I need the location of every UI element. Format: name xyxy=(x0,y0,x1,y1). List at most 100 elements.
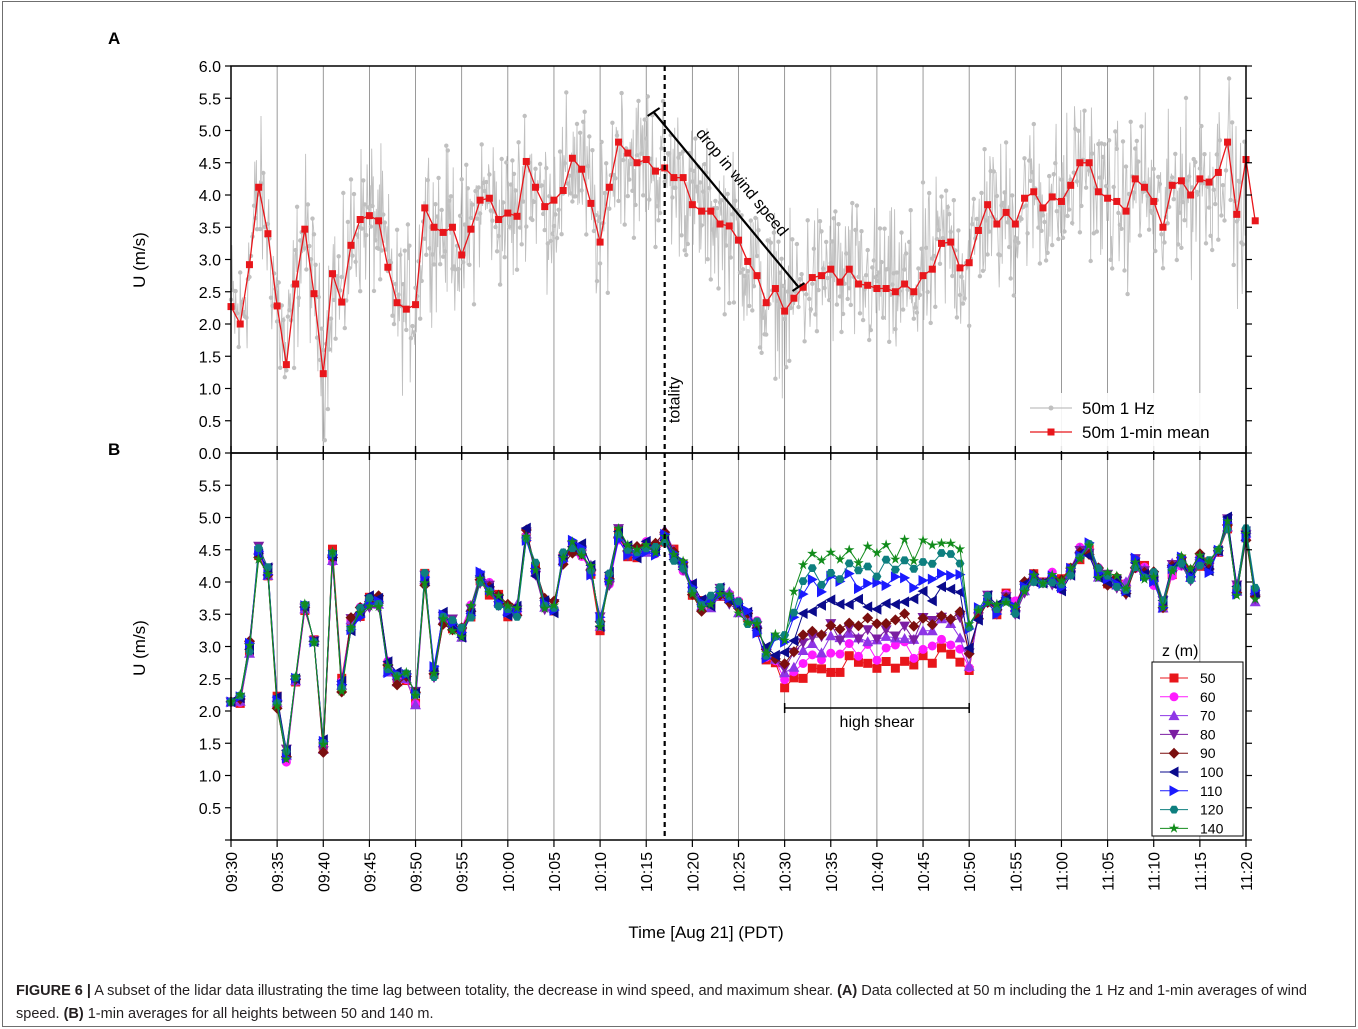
raw-1hz-point xyxy=(644,136,649,141)
raw-1hz-point xyxy=(551,223,557,229)
raw-1hz-point xyxy=(893,326,898,332)
mean-point xyxy=(919,272,927,280)
raw-1hz-point xyxy=(507,224,512,229)
mean-point xyxy=(864,281,872,289)
marker-circle xyxy=(844,639,854,649)
marker-star xyxy=(567,536,578,547)
marker-star xyxy=(687,588,698,599)
raw-1hz-point xyxy=(1228,197,1233,203)
marker-hexagon xyxy=(494,602,504,611)
marker-star xyxy=(1074,553,1086,564)
mean-point xyxy=(605,183,613,191)
mean-point xyxy=(448,223,456,231)
raw-1hz-point xyxy=(554,235,560,241)
y-tick-label: 4.0 xyxy=(199,575,221,592)
raw-1hz-point xyxy=(548,238,554,244)
raw-1hz-point xyxy=(1186,174,1192,179)
raw-1hz-point xyxy=(441,254,446,259)
mean-point xyxy=(393,299,401,307)
marker-star xyxy=(742,617,753,628)
marker-star xyxy=(964,618,975,629)
raw-1hz-point xyxy=(244,315,249,320)
marker-star xyxy=(539,603,550,613)
raw-1hz-point xyxy=(836,222,841,227)
mean-point xyxy=(698,207,706,215)
raw-1hz-point xyxy=(490,218,495,223)
marker-triangle-left xyxy=(843,599,854,610)
raw-1hz-point xyxy=(787,358,792,363)
mean-point xyxy=(744,257,752,265)
raw-1hz-point xyxy=(1162,240,1167,245)
y-tick-label: 1.0 xyxy=(199,382,221,399)
caption-text-2: Data collected at 50 m including the 1 H… xyxy=(16,983,1307,1022)
raw-1hz-point xyxy=(254,227,260,232)
raw-1hz-point xyxy=(278,365,283,370)
marker-triangle-left xyxy=(825,594,836,606)
mean-point xyxy=(596,238,604,246)
raw-1hz-point xyxy=(1094,229,1100,234)
raw-1hz-point xyxy=(816,287,821,293)
marker-circle xyxy=(909,653,919,663)
raw-1hz-point xyxy=(351,191,357,197)
marker-triangle-down xyxy=(954,613,966,624)
legend-entry-label: 120 xyxy=(1200,802,1224,818)
marker-star xyxy=(1102,567,1113,577)
marker-diamond xyxy=(345,612,357,624)
raw-1hz-point xyxy=(1213,201,1218,207)
raw-1hz-point xyxy=(1210,247,1215,253)
raw-1hz-point xyxy=(753,215,758,221)
raw-1hz-point xyxy=(550,231,555,236)
marker-triangle-left xyxy=(769,649,780,661)
marker-star xyxy=(927,539,938,550)
marker-hexagon xyxy=(826,569,836,577)
raw-1hz-point xyxy=(819,229,824,234)
raw-1hz-point xyxy=(724,243,729,248)
marker-star xyxy=(1093,572,1104,583)
mean-point xyxy=(495,216,503,224)
raw-1hz-point xyxy=(353,259,358,264)
mean-point xyxy=(338,298,346,306)
mean-point xyxy=(550,196,558,204)
raw-1hz-point xyxy=(776,239,781,244)
raw-1hz-point xyxy=(1150,210,1155,216)
marker-diamond xyxy=(797,629,809,641)
raw-1hz-point xyxy=(1179,245,1184,250)
raw-1hz-point xyxy=(362,202,367,207)
marker-square xyxy=(946,649,956,659)
raw-1hz-point xyxy=(542,227,547,233)
raw-1hz-point xyxy=(513,188,518,193)
marker-triangle-left xyxy=(853,593,863,605)
mean-point xyxy=(568,154,576,162)
raw-1hz-point xyxy=(517,225,523,230)
raw-1hz-point xyxy=(848,302,853,308)
raw-1hz-point xyxy=(1036,225,1041,230)
raw-1hz-point xyxy=(1060,235,1066,240)
marker-star xyxy=(1231,590,1242,600)
raw-1hz-point xyxy=(633,202,638,208)
marker-square xyxy=(844,651,854,661)
mean-point xyxy=(578,165,586,173)
raw-1hz-point xyxy=(496,233,501,239)
raw-1hz-point xyxy=(857,311,863,316)
y-tick-label: 1.5 xyxy=(199,349,221,366)
y-tick-label: 2.5 xyxy=(199,672,221,689)
marker-square xyxy=(817,664,827,674)
raw-1hz-point xyxy=(464,162,469,167)
raw-1hz-point xyxy=(719,198,724,203)
raw-1hz-point xyxy=(879,259,884,265)
marker-star xyxy=(1028,569,1039,580)
mean-point xyxy=(642,156,650,164)
marker-square xyxy=(807,663,817,673)
mean-point xyxy=(1141,183,1148,191)
marker-star xyxy=(465,600,477,610)
marker-circle xyxy=(807,650,817,660)
raw-1hz-point xyxy=(943,188,949,193)
mean-point xyxy=(559,186,567,194)
x-tick-label: 11:15 xyxy=(1193,852,1210,891)
series-90m xyxy=(225,519,1261,763)
marker-triangle-left xyxy=(816,599,826,611)
marker-star xyxy=(1139,573,1150,584)
raw-1hz-point xyxy=(333,336,338,341)
raw-1hz-point xyxy=(522,113,527,119)
raw-1hz-point xyxy=(235,311,240,316)
